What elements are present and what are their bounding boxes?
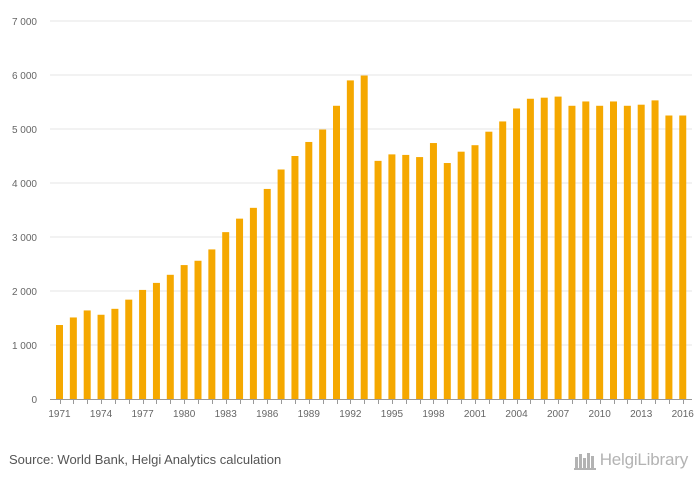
bar-1996 — [402, 154, 410, 399]
bar-1993 — [360, 75, 368, 399]
bar-1978 — [152, 282, 160, 399]
bar-2009 — [582, 101, 590, 400]
bar-1986 — [263, 188, 271, 399]
bar-2005 — [526, 98, 534, 399]
bar-1976 — [125, 299, 133, 399]
bar-1984 — [236, 218, 244, 399]
bar-2014 — [651, 100, 659, 399]
x-axis-tick-labels: 1971 1974 1977 1980 1983 1986 1989 1992 1995 1998… — [48, 409, 694, 420]
y-tick-label: 4 000 — [12, 179, 37, 190]
bar-1999 — [443, 163, 451, 399]
y-tick-label: 7 000 — [12, 17, 37, 28]
bar-1975 — [111, 308, 119, 399]
bar-2004 — [513, 108, 521, 399]
y-tick-label: 2 000 — [12, 287, 37, 298]
bar-1971 — [56, 325, 63, 399]
bar-1997 — [416, 157, 424, 399]
bar-2011 — [610, 101, 617, 400]
x-tick-label: 1992 — [339, 409, 362, 420]
bar-2007 — [554, 96, 562, 399]
y-tick-label: 5 000 — [12, 125, 37, 136]
bar-2000 — [457, 151, 465, 399]
footer: Source: World Bank, Helgi Analytics calc… — [0, 440, 700, 483]
x-tick-label: 2010 — [589, 409, 612, 420]
bar-2015 — [665, 115, 673, 399]
bar-1998 — [429, 143, 437, 399]
bar-1992 — [346, 80, 354, 400]
bar-chart: 0 1 000 2 000 3 000 4 000 5 000 6 000 7 000 197… — [12, 17, 694, 420]
bar-1977 — [139, 289, 147, 399]
x-tick-label: 2004 — [505, 409, 528, 420]
x-tick-label: 2016 — [672, 409, 695, 420]
x-tick-label: 2001 — [464, 409, 487, 420]
x-tick-label: 1974 — [90, 409, 113, 420]
bar-1972 — [69, 317, 77, 399]
bar-1991 — [333, 105, 340, 399]
bar-1974 — [97, 314, 105, 399]
x-tick-label: 1986 — [256, 409, 279, 420]
x-tick-label: 1977 — [131, 409, 154, 420]
bar-1982 — [208, 249, 216, 399]
bar-1979 — [166, 274, 174, 399]
y-tick-label: 3 000 — [12, 233, 37, 244]
helgi-library-logo[interactable]: HelgiLibrary — [573, 448, 689, 472]
bar-2001 — [471, 145, 479, 399]
y-tick-label: 6 000 — [12, 71, 37, 82]
bar-1994 — [374, 160, 382, 399]
source-note: Source: World Bank, Helgi Analytics calc… — [9, 452, 282, 467]
bar-1980 — [180, 265, 188, 399]
bar-1989 — [305, 141, 313, 399]
x-tick-label: 2013 — [630, 409, 653, 420]
bar-1995 — [388, 154, 396, 399]
bar-1987 — [277, 169, 285, 399]
y-tick-label: 1 000 — [12, 341, 37, 352]
x-tick-label: 1971 — [48, 409, 71, 420]
x-tick-label: 1998 — [422, 409, 445, 420]
y-axis-tick-labels: 0 1 000 2 000 3 000 4 000 5 000 6 000 7 000 — [12, 17, 37, 406]
bar-1981 — [194, 260, 202, 399]
bar-2003 — [499, 121, 507, 399]
logo-text: HelgiLibrary — [599, 450, 689, 469]
x-tick-label: 1980 — [173, 409, 196, 420]
bar-1988 — [291, 156, 299, 399]
bar-2006 — [540, 97, 548, 400]
bar-1973 — [83, 310, 91, 399]
library-logo-icon — [573, 453, 596, 470]
y-tick-label: 0 — [31, 395, 37, 406]
bar-2016 — [679, 115, 687, 399]
bar-1985 — [249, 207, 257, 399]
x-tick-label: 2007 — [547, 409, 570, 420]
bar-1990 — [319, 129, 327, 400]
bar-1983 — [222, 232, 230, 399]
x-axis — [50, 399, 692, 404]
x-tick-label: 1995 — [381, 409, 404, 420]
bar-2008 — [568, 105, 576, 399]
bar-2002 — [485, 131, 493, 399]
bar-2013 — [637, 104, 645, 399]
x-tick-label: 1983 — [215, 409, 238, 420]
x-tick-label: 1989 — [298, 409, 321, 420]
gridlines — [50, 20, 692, 346]
bar-2012 — [623, 105, 631, 399]
bar-2010 — [596, 105, 604, 399]
bars — [56, 75, 687, 400]
